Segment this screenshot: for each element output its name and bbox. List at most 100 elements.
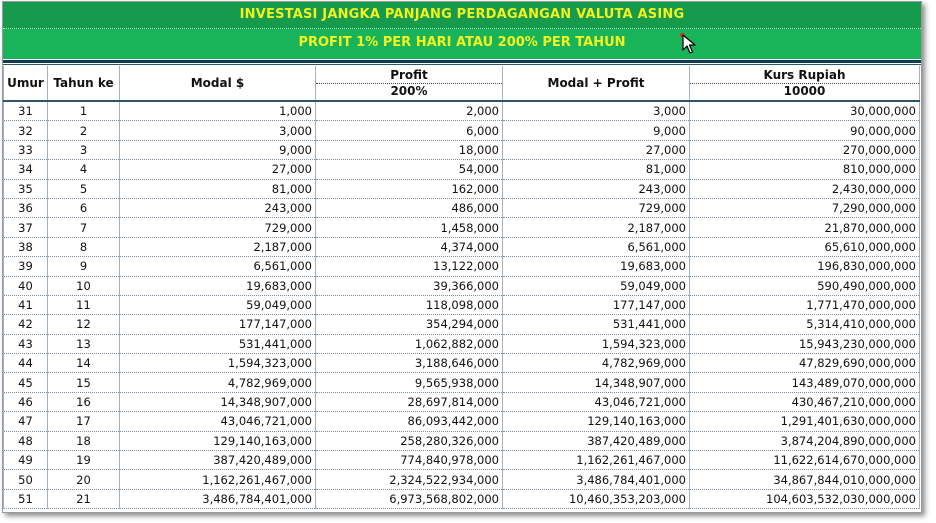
cell-tahun[interactable]: 8 <box>47 237 120 258</box>
cell-modal-profit[interactable]: 2,187,000 <box>502 217 690 238</box>
cell-modal[interactable]: 19,683,000 <box>119 276 316 296</box>
cell-modal-profit[interactable]: 9,000 <box>502 120 690 141</box>
cell-modal[interactable]: 243,000 <box>119 198 316 219</box>
cell-kurs-rupiah[interactable]: 21,870,000,000 <box>689 217 920 238</box>
cell-kurs-rupiah[interactable]: 1,771,470,000,000 <box>689 295 920 316</box>
cell-profit[interactable]: 4,374,000 <box>315 237 503 258</box>
cell-kurs-rupiah[interactable]: 2,430,000,000 <box>689 179 920 199</box>
cell-profit[interactable]: 2,000 <box>315 101 503 122</box>
cell-modal-profit[interactable]: 6,561,000 <box>502 237 690 258</box>
cell-umur[interactable]: 47 <box>3 411 48 432</box>
cell-umur[interactable]: 37 <box>3 217 48 238</box>
cell-modal-profit[interactable]: 129,140,163,000 <box>502 411 690 432</box>
cell-kurs-rupiah[interactable]: 15,943,230,000,000 <box>689 334 920 355</box>
cell-kurs-rupiah[interactable]: 590,490,000,000 <box>689 276 920 296</box>
cell-profit[interactable]: 6,000 <box>315 120 503 141</box>
cell-tahun[interactable]: 3 <box>47 140 120 161</box>
cell-tahun[interactable]: 12 <box>47 314 120 335</box>
cell-tahun[interactable]: 14 <box>47 353 120 374</box>
cell-profit[interactable]: 1,458,000 <box>315 217 503 238</box>
cell-modal[interactable]: 1,000 <box>119 101 316 122</box>
cell-modal-profit[interactable]: 177,147,000 <box>502 295 690 316</box>
cell-tahun[interactable]: 13 <box>47 334 120 355</box>
cell-profit[interactable]: 13,122,000 <box>315 256 503 277</box>
cell-kurs-rupiah[interactable]: 34,867,844,010,000,000 <box>689 469 920 490</box>
cell-profit[interactable]: 3,188,646,000 <box>315 353 503 374</box>
cell-modal[interactable]: 59,049,000 <box>119 295 316 316</box>
cell-umur[interactable]: 33 <box>3 140 48 161</box>
cell-kurs-rupiah[interactable]: 196,830,000,000 <box>689 256 920 277</box>
cell-modal-profit[interactable]: 243,000 <box>502 179 690 199</box>
cell-modal-profit[interactable]: 27,000 <box>502 140 690 161</box>
cell-modal[interactable]: 531,441,000 <box>119 334 316 355</box>
cell-tahun[interactable]: 16 <box>47 392 120 413</box>
cell-modal[interactable]: 387,420,489,000 <box>119 450 316 471</box>
cell-modal[interactable]: 81,000 <box>119 179 316 199</box>
cell-profit[interactable]: 18,000 <box>315 140 503 161</box>
cell-profit[interactable]: 6,973,568,802,000 <box>315 489 503 510</box>
cell-modal[interactable]: 729,000 <box>119 217 316 238</box>
cell-kurs-rupiah[interactable]: 90,000,000 <box>689 120 920 141</box>
cell-modal[interactable]: 3,486,784,401,000 <box>119 489 316 510</box>
cell-modal-profit[interactable]: 729,000 <box>502 198 690 219</box>
cell-kurs-rupiah[interactable]: 30,000,000 <box>689 101 920 122</box>
cell-tahun[interactable]: 9 <box>47 256 120 277</box>
cell-umur[interactable]: 39 <box>3 256 48 277</box>
cell-modal-profit[interactable]: 19,683,000 <box>502 256 690 277</box>
cell-modal[interactable]: 6,561,000 <box>119 256 316 277</box>
cell-kurs-rupiah[interactable]: 11,622,614,670,000,000 <box>689 450 920 471</box>
cell-profit[interactable]: 9,565,938,000 <box>315 372 503 393</box>
cell-modal-profit[interactable]: 59,049,000 <box>502 276 690 296</box>
cell-umur[interactable]: 43 <box>3 334 48 355</box>
cell-umur[interactable]: 34 <box>3 159 48 180</box>
cell-modal[interactable]: 177,147,000 <box>119 314 316 335</box>
cell-profit[interactable]: 1,062,882,000 <box>315 334 503 355</box>
cell-modal-profit[interactable]: 3,000 <box>502 101 690 122</box>
cell-modal[interactable]: 43,046,721,000 <box>119 411 316 432</box>
cell-modal-profit[interactable]: 43,046,721,000 <box>502 392 690 413</box>
cell-umur[interactable]: 38 <box>3 237 48 258</box>
cell-tahun[interactable]: 2 <box>47 120 120 141</box>
cell-kurs-rupiah[interactable]: 47,829,690,000,000 <box>689 353 920 374</box>
cell-umur[interactable]: 31 <box>3 101 48 122</box>
cell-umur[interactable]: 40 <box>3 276 48 296</box>
cell-tahun[interactable]: 17 <box>47 411 120 432</box>
cell-tahun[interactable]: 1 <box>47 101 120 122</box>
cell-profit[interactable]: 354,294,000 <box>315 314 503 335</box>
cell-modal[interactable]: 1,594,323,000 <box>119 353 316 374</box>
cell-kurs-rupiah[interactable]: 810,000,000 <box>689 159 920 180</box>
cell-profit[interactable]: 162,000 <box>315 179 503 199</box>
cell-tahun[interactable]: 11 <box>47 295 120 316</box>
cell-kurs-rupiah[interactable]: 430,467,210,000,000 <box>689 392 920 413</box>
cell-umur[interactable]: 45 <box>3 372 48 393</box>
cell-umur[interactable]: 44 <box>3 353 48 374</box>
cell-profit[interactable]: 258,280,326,000 <box>315 431 503 452</box>
cell-modal[interactable]: 1,162,261,467,000 <box>119 469 316 490</box>
cell-modal[interactable]: 9,000 <box>119 140 316 161</box>
cell-modal-profit[interactable]: 387,420,489,000 <box>502 431 690 452</box>
cell-modal[interactable]: 2,187,000 <box>119 237 316 258</box>
cell-umur[interactable]: 49 <box>3 450 48 471</box>
cell-umur[interactable]: 42 <box>3 314 48 335</box>
cell-profit[interactable]: 39,366,000 <box>315 276 503 296</box>
cell-modal-profit[interactable]: 3,486,784,401,000 <box>502 469 690 490</box>
cell-modal[interactable]: 27,000 <box>119 159 316 180</box>
cell-modal-profit[interactable]: 10,460,353,203,000 <box>502 489 690 510</box>
cell-kurs-rupiah[interactable]: 104,603,532,030,000,000 <box>689 489 920 510</box>
cell-modal-profit[interactable]: 1,162,261,467,000 <box>502 450 690 471</box>
cell-tahun[interactable]: 21 <box>47 489 120 510</box>
cell-modal[interactable]: 14,348,907,000 <box>119 392 316 413</box>
cell-modal[interactable]: 4,782,969,000 <box>119 372 316 393</box>
cell-umur[interactable]: 35 <box>3 179 48 199</box>
cell-kurs-rupiah[interactable]: 7,290,000,000 <box>689 198 920 219</box>
cell-modal[interactable]: 129,140,163,000 <box>119 431 316 452</box>
cell-profit[interactable]: 118,098,000 <box>315 295 503 316</box>
cell-tahun[interactable]: 7 <box>47 217 120 238</box>
cell-umur[interactable]: 41 <box>3 295 48 316</box>
cell-umur[interactable]: 50 <box>3 469 48 490</box>
cell-tahun[interactable]: 15 <box>47 372 120 393</box>
cell-kurs-rupiah[interactable]: 143,489,070,000,000 <box>689 372 920 393</box>
cell-kurs-rupiah[interactable]: 5,314,410,000,000 <box>689 314 920 335</box>
cell-modal-profit[interactable]: 4,782,969,000 <box>502 353 690 374</box>
cell-kurs-rupiah[interactable]: 270,000,000 <box>689 140 920 161</box>
